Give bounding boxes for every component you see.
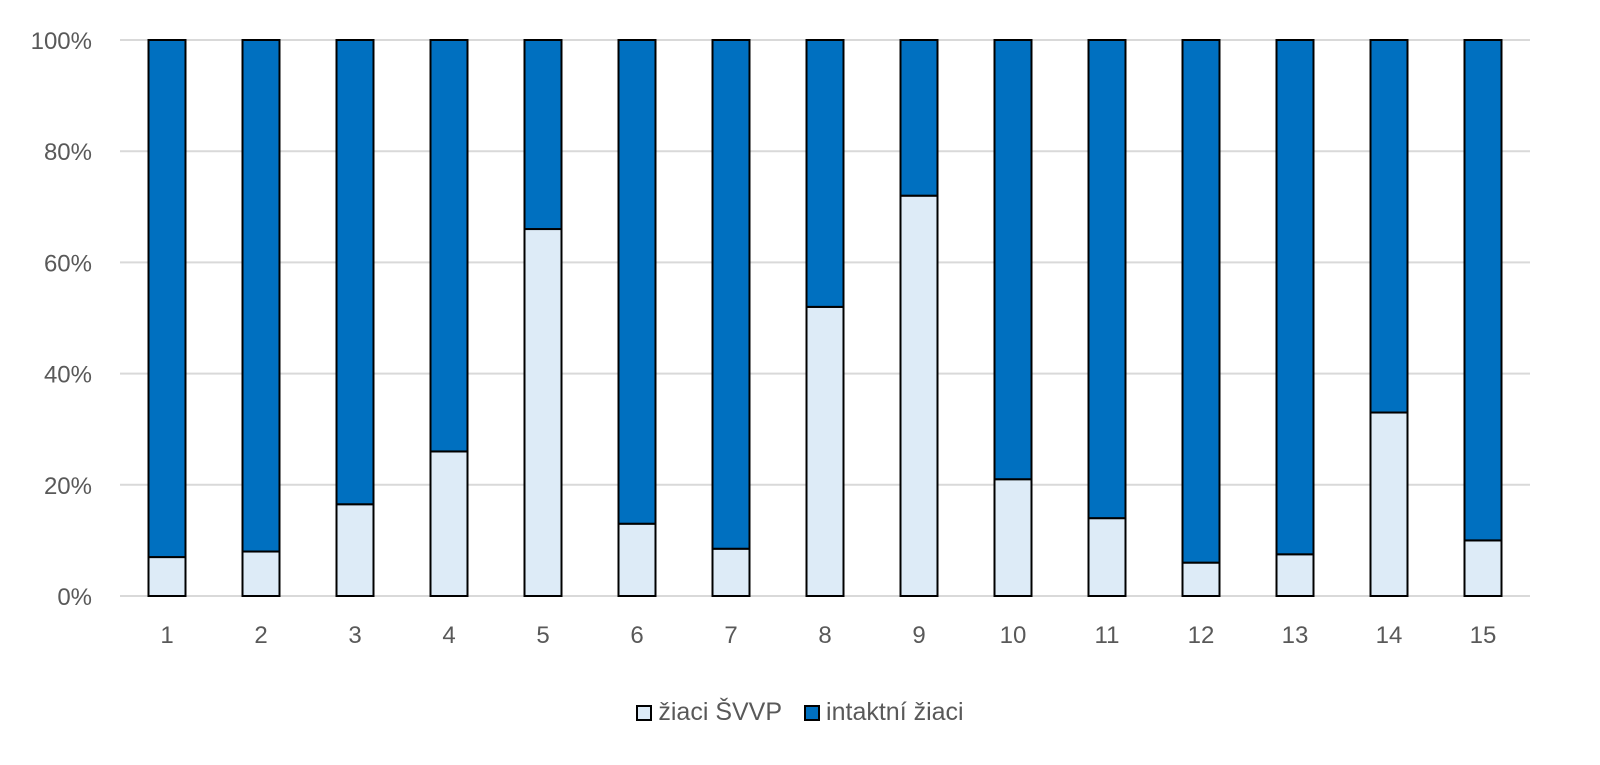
y-tick-label: 20% <box>44 473 92 500</box>
bar-segment-svvp <box>1369 411 1409 597</box>
bar-segment-svvp <box>335 503 375 598</box>
x-tick-label: 6 <box>630 622 643 649</box>
y-tick-label: 0% <box>57 584 92 611</box>
bar-segment-intaktni <box>711 39 751 550</box>
y-tick-label: 40% <box>44 362 92 389</box>
y-tick-label: 60% <box>44 250 92 277</box>
bar-segment-intaktni <box>805 39 845 308</box>
legend-item-intaktni[interactable]: intaktní žiaci <box>804 698 964 727</box>
x-axis-tick-labels: 1 2 3 4 5 6 7 8 9 10 11 12 13 14 15 <box>160 622 1496 649</box>
x-tick-label: 14 <box>1376 622 1403 649</box>
bar-segment-intaktni <box>335 39 375 506</box>
bar-segment-svvp <box>617 522 657 597</box>
x-tick-label: 8 <box>818 622 831 649</box>
x-tick-label: 10 <box>1000 622 1027 649</box>
y-tick-label: 100% <box>31 28 92 55</box>
bar-segment-intaktni <box>993 39 1033 481</box>
x-tick-label: 3 <box>348 622 361 649</box>
legend-swatch-intaktni <box>804 704 821 721</box>
x-tick-label: 7 <box>724 622 737 649</box>
legend-item-svvp[interactable]: žiaci ŠVVP <box>636 698 782 727</box>
bar-segment-svvp <box>1181 561 1221 598</box>
legend-swatch-svvp <box>636 704 653 721</box>
bar-segment-intaktni <box>1087 39 1127 520</box>
bar-segment-svvp <box>241 550 281 598</box>
x-tick-label: 5 <box>536 622 549 649</box>
x-tick-label: 12 <box>1188 622 1215 649</box>
x-tick-label: 9 <box>912 622 925 649</box>
bar-segment-intaktni <box>241 39 281 553</box>
bar-segment-intaktni <box>1275 39 1315 556</box>
bar-segment-svvp <box>899 194 939 597</box>
x-tick-label: 15 <box>1470 622 1497 649</box>
x-tick-label: 1 <box>160 622 173 649</box>
bar-segment-svvp <box>147 556 187 598</box>
bar-segment-intaktni <box>1369 39 1409 414</box>
x-tick-label: 11 <box>1095 622 1120 649</box>
bar-segment-svvp <box>1275 553 1315 597</box>
bar-segment-intaktni <box>429 39 469 453</box>
legend: žiaci ŠVVP intaktní žiaci <box>0 698 1600 727</box>
bar-segment-svvp <box>1463 539 1503 598</box>
bar-segment-intaktni <box>617 39 657 525</box>
bar-segment-svvp <box>1087 517 1127 597</box>
legend-label-svvp: žiaci ŠVVP <box>658 698 783 726</box>
bar-segment-svvp <box>523 228 563 597</box>
legend-label-intaktni: intaktní žiaci <box>826 698 964 726</box>
bar-segment-intaktni <box>1463 39 1503 542</box>
bar-segment-intaktni <box>899 39 939 197</box>
x-tick-label: 2 <box>254 622 267 649</box>
x-tick-label: 13 <box>1282 622 1309 649</box>
bar-segment-intaktni <box>147 39 187 559</box>
y-tick-label: 80% <box>44 139 92 166</box>
bar-segment-svvp <box>993 478 1033 597</box>
x-tick-label: 4 <box>442 622 455 649</box>
bar-segment-intaktni <box>1181 39 1221 564</box>
bar-segment-svvp <box>711 547 751 597</box>
bar-segment-svvp <box>805 305 845 597</box>
bar-segment-intaktni <box>523 39 563 231</box>
bars <box>147 39 1503 598</box>
bar-segment-svvp <box>429 450 469 597</box>
y-axis-tick-labels: 0% 20% 40% 60% 80% 100% <box>31 28 92 611</box>
